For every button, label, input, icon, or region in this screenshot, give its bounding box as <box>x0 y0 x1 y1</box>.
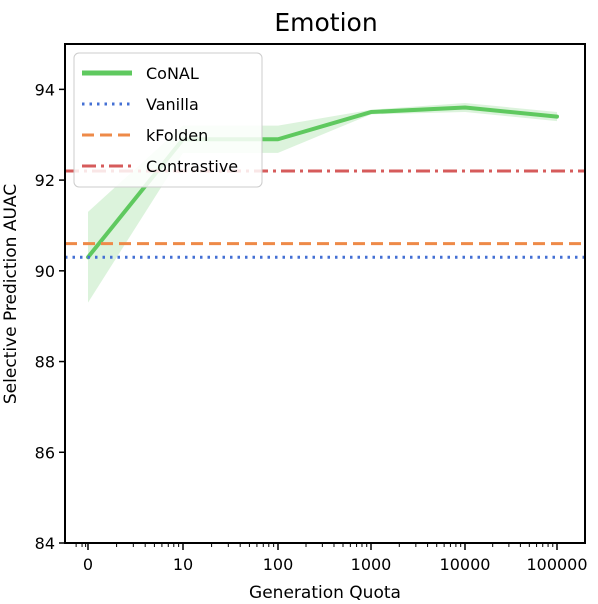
x-tick-label: 10 <box>173 555 193 574</box>
legend-label-conal: CoNAL <box>146 64 199 83</box>
y-tick-label: 86 <box>35 443 55 462</box>
legend-box <box>73 52 263 188</box>
y-axis-label: Selective Prediction AUAC <box>1 184 21 404</box>
y-tick-label: 90 <box>35 262 55 281</box>
legend-label-vanilla: Vanilla <box>146 95 199 114</box>
legend-label-kfolden: kFolden <box>146 126 208 145</box>
y-tick-label: 94 <box>35 80 55 99</box>
y-tick-label: 88 <box>35 353 55 372</box>
x-tick-label: 10000 <box>440 555 491 574</box>
y-tick-label: 92 <box>35 171 55 190</box>
axis-tick-layer: 84 86 88 90 92 94 0 10 100 1000 10000 100000 <box>35 80 588 574</box>
chart-title: Emotion <box>274 8 377 37</box>
x-tick-label: 1000 <box>351 555 392 574</box>
x-tick-label: 100000 <box>526 555 587 574</box>
legend-label-contrastive: Contrastive <box>146 157 238 176</box>
x-axis-label: Generation Quota <box>249 583 401 603</box>
x-tick-label: 0 <box>83 555 93 574</box>
plot-frame <box>64 43 586 544</box>
y-tick-label: 84 <box>35 534 55 553</box>
legend: CoNAL Vanilla kFolden Contrastive <box>73 52 263 188</box>
x-tick-label: 100 <box>263 555 294 574</box>
